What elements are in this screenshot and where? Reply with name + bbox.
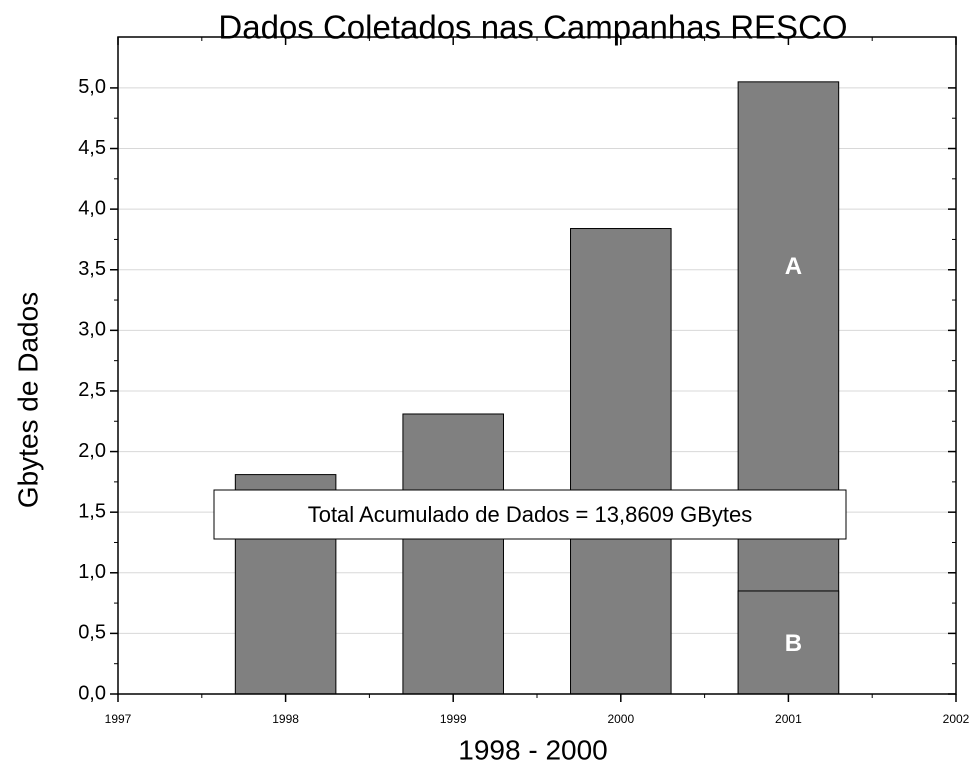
bar <box>737 590 840 695</box>
y-tick-label: 3,0 <box>78 319 106 341</box>
y-axis-label: Gbytes de Dados <box>12 292 43 508</box>
annotation-box <box>213 489 847 540</box>
x-tick-label: 2000 <box>607 712 634 726</box>
y-tick-label: 4,0 <box>78 197 106 219</box>
series-label: A <box>785 253 802 280</box>
y-tick-label: 3,5 <box>78 258 106 280</box>
y-tick-label: 0,5 <box>78 622 106 644</box>
y-tick-label: 4,5 <box>78 137 106 159</box>
x-tick-label: 1997 <box>105 712 132 726</box>
chart-title: Dados Coletados nas Campanhas RESCO <box>218 9 847 46</box>
series-label: B <box>785 630 802 657</box>
y-tick-label: 0,0 <box>78 682 106 704</box>
y-tick-label: 2,0 <box>78 440 106 462</box>
x-tick-label: 1999 <box>440 712 467 726</box>
bar <box>570 228 672 695</box>
y-tick-label: 2,5 <box>78 379 106 401</box>
y-tick-label: 1,0 <box>78 561 106 583</box>
annotation: Total Acumulado de Dados = 13,8609 GByte… <box>308 502 753 527</box>
x-tick-label: 1998 <box>272 712 299 726</box>
x-axis-label: 1998 - 2000 <box>458 734 607 765</box>
y-tick-label: 1,5 <box>78 500 106 522</box>
x-tick-label: 2001 <box>775 712 802 726</box>
x-tick-label: 2002 <box>943 712 970 726</box>
bar <box>402 413 504 695</box>
y-tick-label: 5,0 <box>78 76 106 98</box>
